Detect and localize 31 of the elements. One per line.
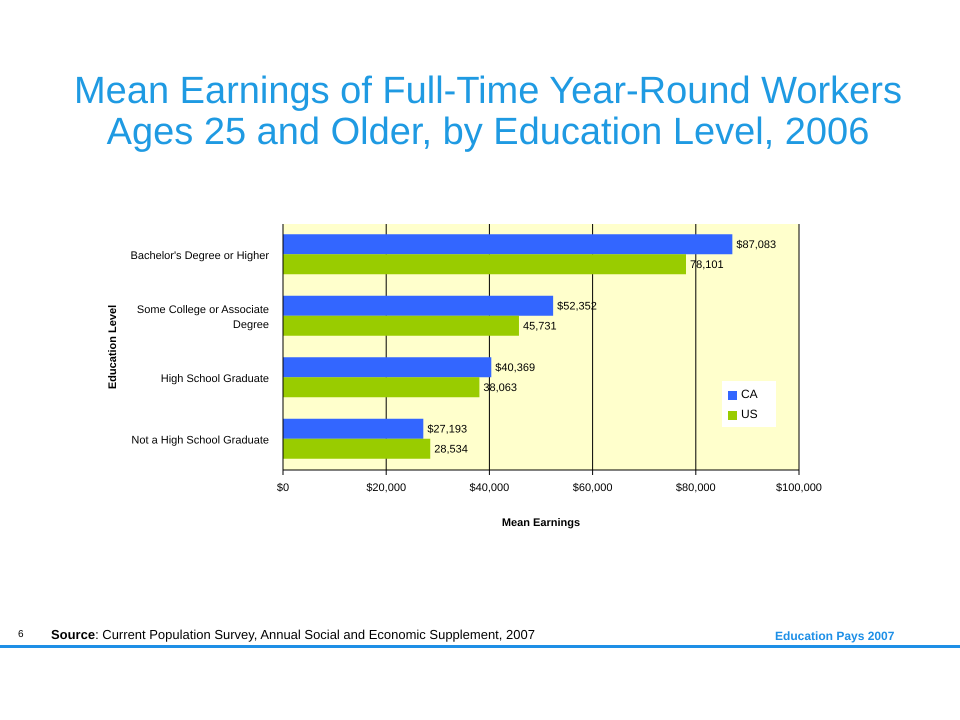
- y-axis-title: Education Level: [106, 304, 119, 390]
- chart-title: Mean Earnings of Full-Time Year-Round Workers Ages 25 and Older, by Education Level, 2006: [73, 70, 903, 153]
- y-tick-label: Some College or Associate Degree: [136, 304, 269, 331]
- x-tick-label: $60,000: [572, 482, 612, 494]
- x-tick-label: $100,000: [776, 482, 822, 494]
- text: Education Pays 2007: [775, 629, 894, 643]
- x-tick-label: $20,000: [366, 482, 406, 494]
- data-label: $27,193: [427, 424, 468, 436]
- data-label: $40,369: [495, 362, 536, 374]
- bar: [283, 296, 554, 316]
- y-tick-label: Bachelor's Degree or Higher: [130, 250, 270, 262]
- bar: [283, 357, 492, 378]
- data-label: 28,534: [434, 444, 468, 456]
- legend-label: US: [741, 407, 758, 422]
- x-tick-label: $40,000: [470, 482, 510, 494]
- legend-label: CA: [741, 387, 758, 402]
- y-tick-label: Not a High School Graduate: [131, 434, 269, 446]
- data-label: 45,731: [522, 320, 557, 333]
- x-tick-label: $0: [276, 482, 290, 494]
- text: 6: [18, 629, 24, 640]
- bar: [283, 377, 480, 398]
- y-tick-label: High School Graduate: [160, 372, 269, 385]
- bar: [283, 234, 732, 254]
- data-label: $87,083: [736, 239, 776, 252]
- bar: [283, 418, 424, 439]
- source-note: Source: Current Population Survey, Annual Social and Economic Supplement, 2007: [51, 627, 535, 642]
- x-tick-label: $80,000: [676, 482, 716, 494]
- bar: [283, 438, 430, 459]
- x-axis-title: Mean Earnings: [502, 517, 580, 529]
- bar: [283, 316, 519, 336]
- bar: [283, 254, 686, 274]
